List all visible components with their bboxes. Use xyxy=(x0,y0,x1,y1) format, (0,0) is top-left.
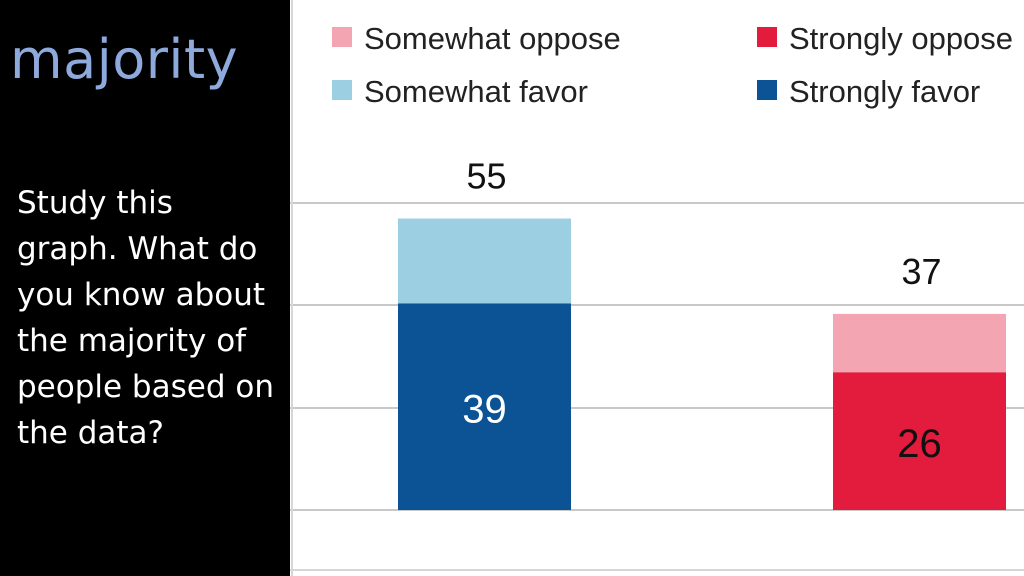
bar-1-segment-0-label: 26 xyxy=(897,422,942,466)
slide-title: majority xyxy=(10,28,239,91)
bar-1-total-label: 37 xyxy=(901,251,941,292)
slide-text-panel: majority Study this graph. What do you k… xyxy=(0,0,290,576)
slide-body-text: Study this graph. What do you know about… xyxy=(17,185,274,451)
chart-area: Somewhat oppose Strongly oppose Somewhat f… xyxy=(290,0,1024,576)
bar-1-segment-0 xyxy=(833,372,1006,510)
stacked-bar-chart: Somewhat oppose Strongly oppose Somewhat f… xyxy=(290,0,1024,576)
legend-swatch-2 xyxy=(332,80,352,100)
legend-label-0: Somewhat oppose xyxy=(364,21,621,56)
legend-swatch-1 xyxy=(757,27,777,47)
bar-0-segment-1 xyxy=(398,218,571,304)
legend-swatch-3 xyxy=(757,80,777,100)
legend-swatch-0 xyxy=(332,27,352,47)
legend-label-2: Somewhat favor xyxy=(364,74,588,109)
legend-label-1: Strongly oppose xyxy=(789,21,1013,56)
bar-0-segment-0 xyxy=(398,303,571,510)
bar-0-total-label: 55 xyxy=(466,156,506,197)
legend-label-3: Strongly favor xyxy=(789,74,980,109)
bar-0-segment-0-label: 39 xyxy=(462,388,507,432)
bar-1-segment-1 xyxy=(833,313,1006,373)
